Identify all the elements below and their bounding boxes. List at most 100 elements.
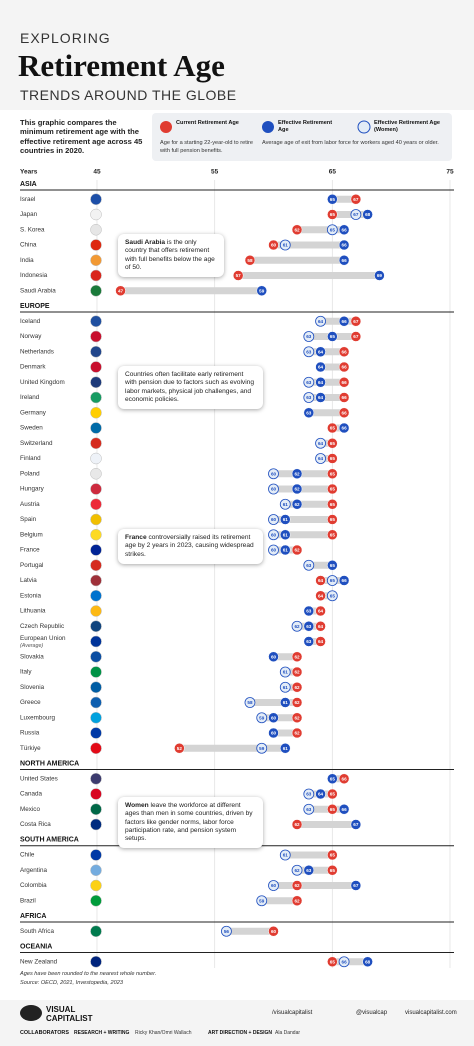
dot <box>303 605 315 617</box>
facebook[interactable]: /visualcapitalist <box>272 1010 313 1016</box>
range-bar <box>285 851 333 859</box>
annotation-bold: France <box>125 534 147 541</box>
value-label: 60 <box>271 243 277 248</box>
flag <box>90 391 102 404</box>
dot <box>303 788 315 800</box>
value-label: 63 <box>306 807 312 812</box>
country-label: Argentina <box>20 867 47 874</box>
annotation-text: Countries often facilitate early retirem… <box>125 371 255 403</box>
dot <box>315 605 326 617</box>
range-bar <box>332 424 345 432</box>
range-bar <box>273 516 333 523</box>
country-label: Ireland <box>20 394 40 401</box>
value-label: 60 <box>271 487 277 492</box>
value-label: 60 <box>271 654 277 659</box>
x-tick-label: 45 <box>93 169 101 176</box>
website[interactable]: visualcapitalist.com <box>405 1010 457 1016</box>
range-bar <box>120 287 262 295</box>
value-label: 63 <box>306 868 312 873</box>
value-label: 66 <box>342 426 348 431</box>
value-label: 65 <box>330 792 336 797</box>
value-label: 47 <box>118 288 124 293</box>
country-label: Canada <box>20 791 43 798</box>
value-label: 59 <box>259 746 265 751</box>
dot <box>256 285 267 296</box>
dot <box>268 651 279 662</box>
value-label: 66 <box>342 243 348 248</box>
value-label: 62 <box>294 868 300 873</box>
value-label: 65 <box>330 426 336 431</box>
annotation: Women leave the workforce at different a… <box>118 797 263 849</box>
range-bar <box>273 241 345 249</box>
flag <box>90 803 102 815</box>
value-label: 67 <box>353 334 359 339</box>
value-label: 59 <box>259 898 265 903</box>
range-bar <box>285 500 333 508</box>
dot <box>268 926 279 937</box>
country-label: United Kingdom <box>20 379 65 386</box>
value-label: 64 <box>318 395 324 400</box>
country-label: Japan <box>20 211 38 218</box>
range-bar <box>308 561 333 569</box>
axis-label: Years <box>20 169 38 176</box>
dot <box>268 727 279 739</box>
dot <box>327 209 338 220</box>
x-tick-label: 75 <box>446 169 454 176</box>
legend-box <box>152 113 452 161</box>
dot <box>327 788 338 800</box>
value-label: 66 <box>342 776 348 781</box>
dot <box>350 819 362 830</box>
country-label: Israel <box>20 196 35 203</box>
dot <box>327 331 338 342</box>
value-label: 65 <box>330 868 336 873</box>
dot <box>280 514 291 525</box>
value-label: 58 <box>247 258 253 263</box>
flag <box>90 742 102 754</box>
country-label: Denmark <box>20 364 46 371</box>
country-label: Belgium <box>20 531 43 538</box>
dot <box>291 712 303 723</box>
value-label: 64 <box>318 365 324 370</box>
dot <box>338 361 350 373</box>
country-label: Indonesia <box>20 272 48 279</box>
dot <box>327 422 338 434</box>
flag <box>90 239 102 251</box>
country-label: Latvia <box>20 577 37 584</box>
country-label: Iceland <box>20 318 41 325</box>
country-label: Sweden <box>20 425 43 432</box>
flag <box>90 788 102 800</box>
dot <box>327 773 338 784</box>
range-bar <box>273 729 298 737</box>
value-label: 66 <box>342 395 348 400</box>
dot <box>115 285 126 296</box>
flag <box>90 879 102 892</box>
value-label: 65 <box>330 532 336 537</box>
research-label: RESEARCH + WRITING <box>74 1030 130 1036</box>
dot <box>303 803 315 815</box>
value-label: 63 <box>306 395 312 400</box>
range-bar <box>308 378 345 386</box>
value-label: 62 <box>294 898 300 903</box>
flag <box>90 513 102 526</box>
twitter[interactable]: @visualcap <box>356 1010 388 1016</box>
value-label: 67 <box>353 319 359 324</box>
value-label: 57 <box>236 273 242 278</box>
flag <box>90 635 102 648</box>
value-label: 52 <box>177 746 183 751</box>
flag <box>90 315 102 327</box>
value-label: 63 <box>306 609 312 614</box>
value-label: 65 <box>330 578 336 583</box>
value-label: 60 <box>271 548 277 553</box>
value-label: 66 <box>342 227 348 232</box>
dot <box>338 239 350 251</box>
dot <box>326 590 338 602</box>
flag <box>90 452 102 465</box>
annotation-text: is the only country that offers retireme… <box>125 239 215 271</box>
dot <box>338 773 350 784</box>
dot <box>291 880 303 891</box>
flag <box>90 895 102 907</box>
dot <box>326 575 338 586</box>
dot <box>374 270 385 281</box>
value-label: 62 <box>294 502 300 507</box>
dot <box>327 529 338 540</box>
